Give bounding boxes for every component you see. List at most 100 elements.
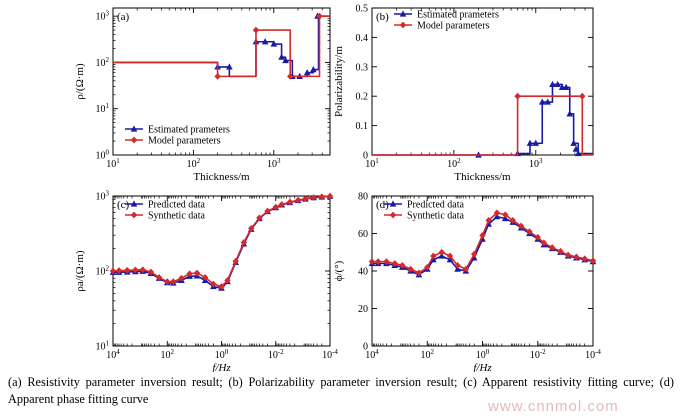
data-point <box>368 258 376 266</box>
series-estimated-prameters <box>113 12 330 79</box>
data-point <box>574 149 582 157</box>
data-point <box>210 280 217 288</box>
data-point <box>514 92 521 100</box>
data-point <box>226 63 233 70</box>
plot-frame <box>371 195 594 347</box>
data-point <box>462 265 470 273</box>
data-point <box>130 136 138 144</box>
data-point <box>548 244 556 251</box>
data-point <box>581 255 588 263</box>
data-point <box>399 10 407 17</box>
data-point <box>544 98 552 105</box>
data-point <box>287 72 294 80</box>
x-tick-label: 102 <box>187 157 201 170</box>
series-line <box>372 212 594 274</box>
data-point <box>454 261 461 269</box>
series-model-parameters <box>372 92 593 156</box>
data-point <box>147 268 155 276</box>
data-point <box>562 83 570 90</box>
data-point <box>115 267 123 275</box>
data-point <box>572 145 580 152</box>
legend-label: Synthetic data <box>148 211 205 222</box>
y-tick-label: 102 <box>96 265 110 278</box>
data-point <box>302 195 309 203</box>
data-point <box>218 283 225 290</box>
data-point <box>170 278 177 286</box>
data-point <box>540 239 548 247</box>
series-line <box>372 95 593 156</box>
data-point <box>589 257 597 265</box>
y-tick-label: 0 <box>363 342 368 353</box>
x-tick-label: 10-2 <box>530 348 546 361</box>
data-point <box>294 196 302 204</box>
x-tick-label: 102 <box>447 157 461 170</box>
data-point <box>261 38 269 45</box>
data-point <box>139 266 146 274</box>
data-point <box>130 200 138 207</box>
y-tick-label: 102 <box>96 56 110 69</box>
y-axis-label: ρ/(Ω·m) <box>74 63 86 100</box>
data-point <box>193 269 201 277</box>
legend-label: Model parameters <box>417 21 490 32</box>
legend-label: Synthetic data <box>407 211 464 222</box>
data-point <box>286 198 294 206</box>
data-point <box>424 263 431 271</box>
data-point <box>130 125 138 132</box>
data-point <box>579 92 586 100</box>
data-point <box>318 193 326 201</box>
data-point <box>256 214 263 222</box>
y-tick-label: 0.5 <box>356 4 369 15</box>
data-point <box>123 266 131 274</box>
x-tick-exponent: -2 <box>540 348 546 356</box>
x-tick-exponent: -4 <box>595 348 601 356</box>
data-point <box>479 231 486 239</box>
data-point <box>109 267 117 275</box>
x-tick-label: 10-4 <box>322 348 338 361</box>
y-tick-exponent: 3 <box>106 10 110 18</box>
x-tick-exponent: 1 <box>375 157 379 165</box>
legend-label: Estimated prameters <box>148 125 230 136</box>
panel-label: (a) <box>117 11 130 23</box>
x-tick-label: 104 <box>106 348 120 361</box>
y-tick-label: 0.2 <box>356 92 369 103</box>
legend-label: Predicted data <box>407 200 464 211</box>
series-line <box>113 15 330 78</box>
data-point <box>399 261 406 269</box>
data-point <box>389 211 397 219</box>
series-line <box>113 195 331 289</box>
data-point <box>155 274 163 281</box>
data-point <box>214 72 221 80</box>
data-point <box>438 248 445 256</box>
series-predicted-data <box>109 192 334 291</box>
x-tick-exponent: 4 <box>375 348 379 356</box>
data-point <box>526 139 534 146</box>
data-point <box>532 139 540 146</box>
data-point <box>310 66 317 73</box>
y-axis-label: ρa/(Ω·m) <box>74 250 86 291</box>
data-point <box>549 80 556 88</box>
x-tick-exponent: 2 <box>431 348 435 356</box>
data-point <box>534 233 541 241</box>
data-point <box>303 69 311 76</box>
x-tick-label: 10-2 <box>268 348 284 361</box>
x-tick-exponent: -2 <box>278 348 284 356</box>
y-tick-label: 103 <box>96 10 110 23</box>
data-point <box>164 278 171 286</box>
data-point <box>278 201 285 208</box>
y-tick-exponent: 1 <box>106 340 110 348</box>
data-point <box>526 228 533 236</box>
data-point <box>399 21 407 29</box>
data-point <box>201 274 209 281</box>
chart-panel-c: 104 102 100 10-2 10-4101102103f/Hzρa/(Ω·m)(c… <box>74 190 338 373</box>
caption-line-2: curve; (d) Apparent phase fitting curve <box>8 375 674 406</box>
data-point <box>186 270 193 278</box>
data-point <box>264 207 271 215</box>
y-tick-label: 80 <box>358 192 368 203</box>
x-tick-exponent: -4 <box>332 348 338 356</box>
y-tick-label: 0 <box>363 151 368 162</box>
x-tick-exponent: 2 <box>197 157 201 165</box>
x-tick-label: 100 <box>215 348 229 361</box>
